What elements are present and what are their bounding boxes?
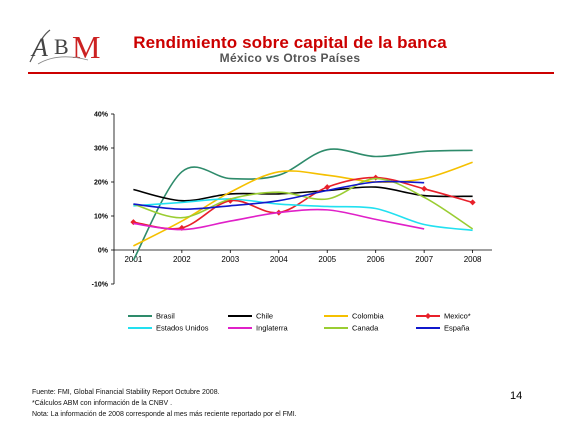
legend-label-mexico: Mexico* [444,312,471,321]
y-tick-label: 10% [94,214,109,221]
page-title: Rendimiento sobre capital de la banca [133,33,447,52]
y-tick-label: 0% [98,248,109,255]
x-tick-label: 2007 [415,255,433,264]
svg-text:M: M [72,29,100,65]
y-tick-label: 20% [94,180,109,187]
legend-marker-mexico [425,313,431,319]
legend-label-colombia: Colombia [352,312,385,321]
legend-label-chile: Chile [256,312,273,321]
series-line-estados-unidos [133,198,473,232]
footnote-source: Fuente: FMI, Global Financial Stability … [32,389,220,396]
roe-line-chart: -10%0%10%20%30%40%2001 2002 2003 2004 2005 20… [92,112,492,333]
legend-label-canada: Canada [352,324,379,333]
page-number: 14 [510,390,523,402]
series-line-colombia [133,161,473,247]
series-line-inglaterra [133,208,425,231]
footnote-note: Nota: La información de 2008 corresponde… [32,411,297,418]
x-tick-label: 2004 [270,255,288,264]
svg-text:B: B [54,34,69,59]
y-tick-label: -10% [92,282,109,289]
series-line-españa [133,180,425,211]
x-tick-label: 2008 [464,255,482,264]
series-line-mexico [133,176,473,230]
y-tick-label: 30% [94,146,109,153]
svg-text:A: A [30,33,48,62]
series-line-brasil [132,148,473,261]
x-tick-label: 2003 [221,255,239,264]
data-point-mexico [372,174,379,181]
x-tick-label: 2002 [173,255,191,264]
legend-label-estados-unidos: Estados Unidos [156,324,209,333]
series-line-canada [133,177,474,230]
x-tick-label: 2005 [318,255,336,264]
footnote-calculation: *Cálculos ABM con información de la CNBV… [32,400,173,407]
x-tick-label: 2006 [367,255,385,264]
legend-label-brasil: Brasil [156,312,175,321]
y-tick-label: 40% [94,112,109,119]
abm-logo: A B M [29,29,100,65]
legend-label-españa: España [444,324,470,333]
legend-label-inglaterra: Inglaterra [256,324,289,333]
data-point-mexico [469,199,476,206]
page-subtitle: México vs Otros Países [219,51,361,65]
data-point-mexico [324,184,331,191]
title-divider [28,72,554,74]
data-point-mexico [421,185,428,192]
